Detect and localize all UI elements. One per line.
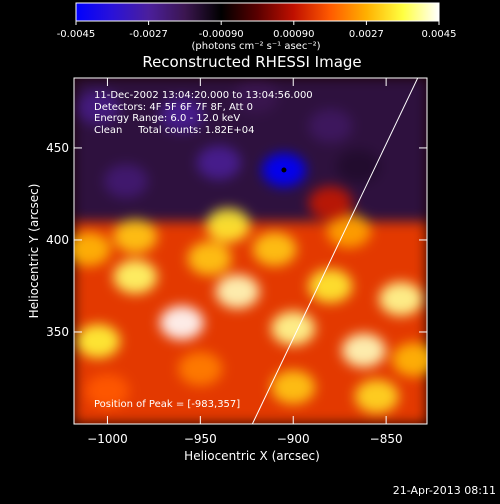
heatmap-cell — [308, 108, 353, 143]
heatmap-cell — [392, 342, 427, 377]
heatmap-cell — [252, 232, 297, 267]
info-line-energy: Energy Range: 6.0 - 12.0 keV — [94, 113, 240, 124]
y-tick-label: 350 — [46, 325, 69, 339]
x-tick-label: −850 — [370, 432, 403, 446]
heatmap-cell — [159, 97, 204, 132]
heatmap-cell — [234, 79, 279, 114]
x-axis-label: Heliocentric X (arcsec) — [184, 449, 320, 463]
heatmap-cell — [308, 268, 353, 303]
heatmap-cell — [76, 324, 121, 359]
colorbar-tick-label: 0.00090 — [273, 29, 314, 40]
y-axis-label: Heliocentric Y (arcsec) — [27, 184, 41, 319]
heatmap-cell — [76, 90, 121, 125]
colorbar: -0.0045 -0.0027 -0.00090 0.00090 0.0027 0.004… — [57, 2, 457, 52]
heatmap-cell — [187, 241, 232, 276]
colorbar-gradient — [75, 2, 440, 22]
heatmap-cell — [74, 232, 111, 267]
colorbar-unit: (photons cm⁻² s⁻¹ asec⁻²) — [191, 41, 320, 52]
colorbar-tick-label: 0.0045 — [422, 29, 457, 40]
heatmap-cell — [326, 213, 371, 248]
heatmap-cell — [271, 370, 316, 405]
y-tick-label: 450 — [46, 141, 69, 155]
heatmap-cell — [159, 305, 204, 340]
x-tick-label: −950 — [184, 432, 217, 446]
peak-position-label: Position of Peak = [-983,357] — [94, 399, 240, 410]
y-tick-label: 400 — [46, 233, 69, 247]
peak-marker — [281, 167, 287, 173]
info-line-detectors: Detectors: 4F 5F 6F 7F 8F, Att 0 — [94, 102, 253, 113]
x-tick-label: −1000 — [87, 432, 128, 446]
x-axis: −1000 −950 −900 −850 — [87, 78, 403, 446]
info-line-clean: Clean Total counts: 1.82E+04 — [94, 125, 254, 136]
heatmap-cell — [113, 219, 158, 254]
solar-limb-line — [251, 78, 419, 424]
heatmap-cell — [196, 145, 241, 180]
x-tick-label: −900 — [277, 432, 310, 446]
heatmap-cell — [206, 208, 251, 243]
colorbar-tick-label: 0.0027 — [349, 29, 384, 40]
heatmap-cell — [378, 281, 423, 316]
colorbar-tick-label: -0.0027 — [129, 29, 168, 40]
heatmap-cell — [178, 351, 223, 386]
heatmap-cell — [336, 149, 381, 184]
info-line-time: 11-Dec-2002 13:04:20.000 to 13:04:56.000 — [94, 90, 313, 101]
heatmap-cell — [85, 373, 130, 408]
heatmap-cell — [341, 333, 386, 368]
plot-area — [74, 78, 427, 424]
plot-frame — [73, 77, 428, 425]
heatmap-cell — [308, 186, 353, 221]
heatmap-cell — [354, 379, 399, 414]
y-axis: 350 400 450 — [46, 141, 427, 339]
heatmap-cell — [215, 274, 260, 309]
heatmap-cell — [113, 259, 158, 294]
chart-title: Reconstructed RHESSI Image — [142, 53, 361, 71]
heatmap-cell — [104, 164, 149, 199]
colorbar-tick-label: -0.0045 — [57, 29, 96, 40]
heatmap-layer — [74, 78, 427, 424]
heatmap-cell — [271, 311, 316, 346]
footer-date: 21-Apr-2013 08:11 — [393, 484, 496, 497]
colorbar-ticks: -0.0045 -0.0027 -0.00090 0.00090 0.0027 0.004… — [57, 21, 457, 40]
colorbar-tick-label: -0.00090 — [199, 29, 244, 40]
info-block: 11-Dec-2002 13:04:20.000 to 13:04:56.000… — [94, 90, 313, 136]
